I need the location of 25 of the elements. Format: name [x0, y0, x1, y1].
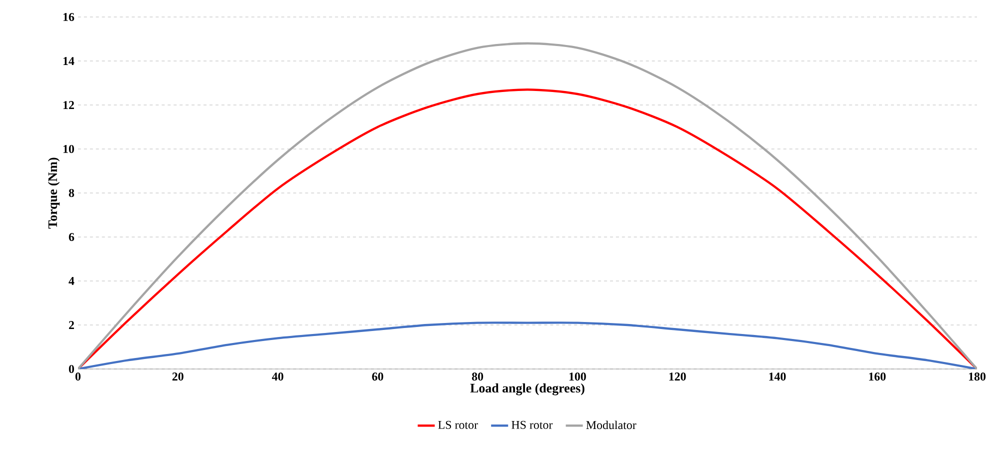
x-tick-label: 120	[669, 372, 686, 381]
legend-label: LS rotor	[438, 420, 478, 429]
x-tick-label: 100	[569, 372, 586, 381]
x-tick-label: 40	[272, 372, 284, 381]
y-tick-label: 6	[68, 232, 74, 242]
x-tick-label: 160	[869, 372, 886, 381]
legend-label: Modulator	[586, 420, 636, 430]
x-tick-label: 80	[472, 372, 484, 381]
x-tick-label: 180	[968, 372, 986, 381]
x-tick-label: 20	[172, 372, 184, 381]
x-axis-title: Load angle (degrees)	[470, 383, 584, 396]
x-tick-label: 60	[372, 372, 384, 381]
y-axis-title: Torque (Nm)	[48, 158, 60, 229]
y-tick-label: 16	[63, 12, 74, 22]
y-tick-label: 10	[63, 144, 74, 154]
x-tick-label: 140	[769, 372, 786, 381]
legend-label: HS rotor	[512, 420, 553, 429]
y-tick-label: 12	[63, 101, 74, 109]
line-series	[78, 322, 978, 369]
y-tick-label: 4	[68, 277, 74, 285]
y-tick-label: 8	[68, 188, 74, 198]
y-tick-label: 0	[68, 364, 74, 374]
y-tick-label: 14	[63, 57, 74, 65]
x-tick-label: 0	[75, 372, 81, 381]
y-tick-label: 2	[69, 321, 74, 329]
